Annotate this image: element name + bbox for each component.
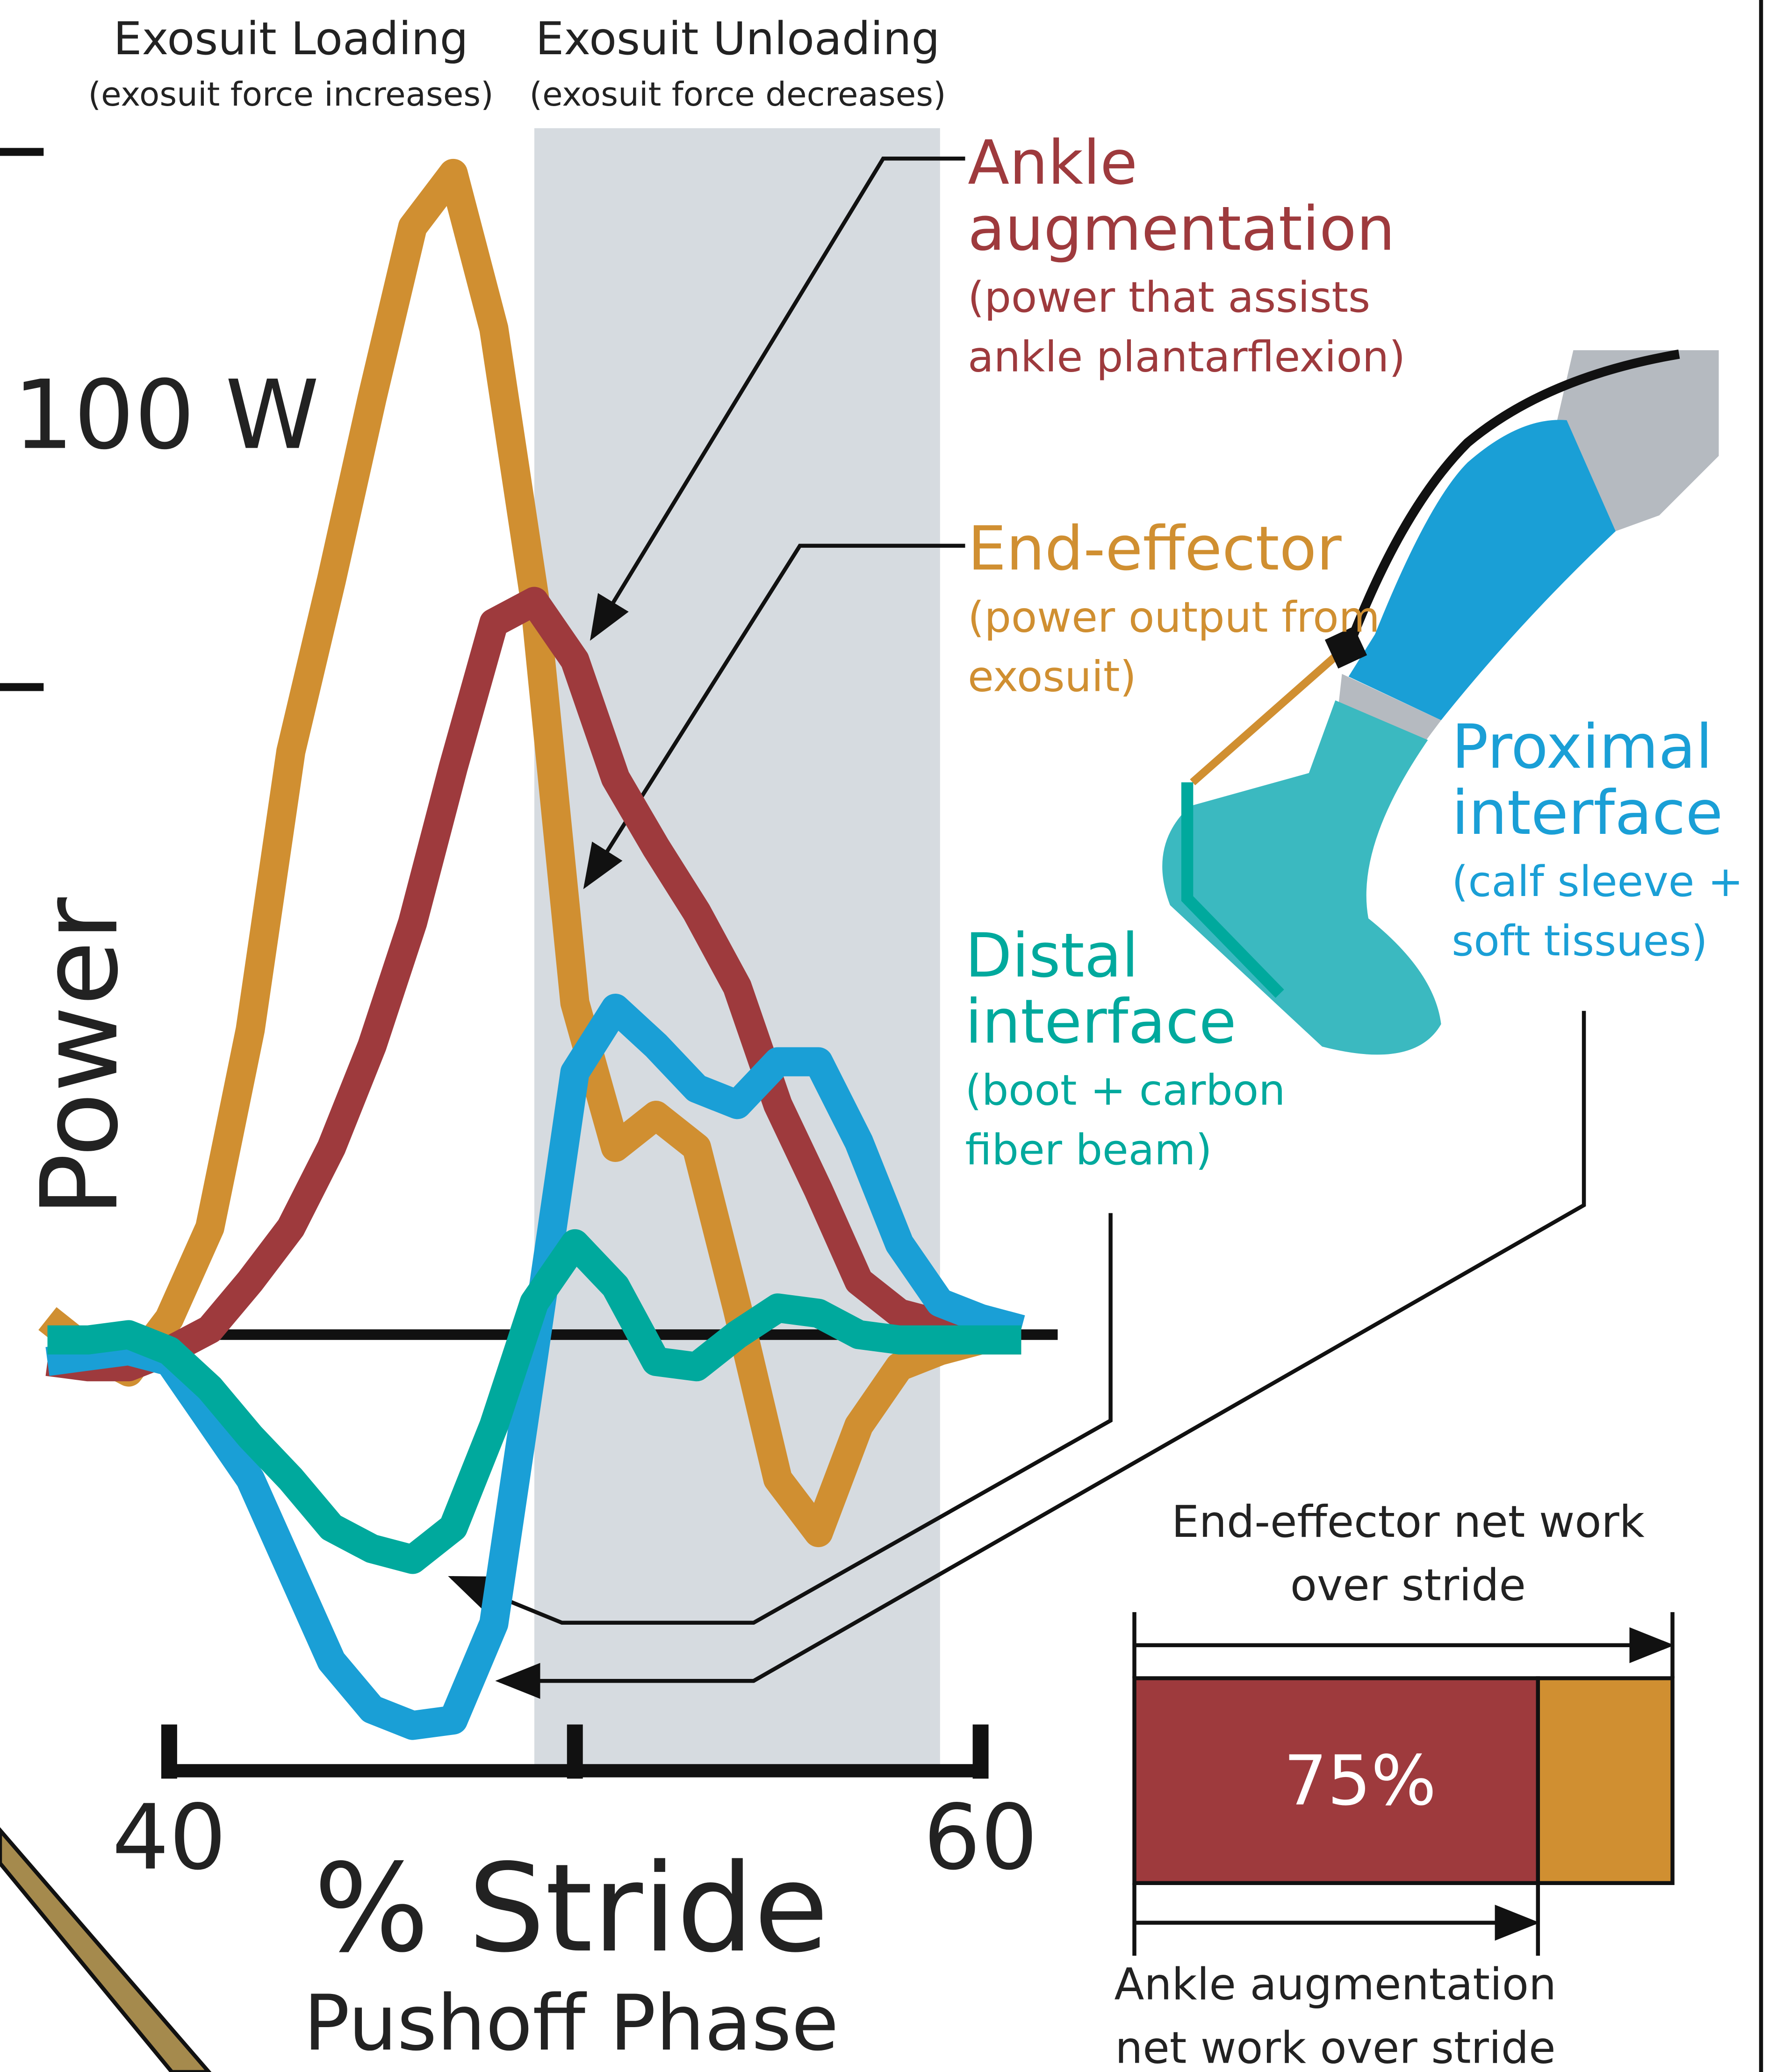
- x-axis-label: % Stride: [241, 1837, 902, 1982]
- legend-name: Distal interface: [965, 922, 1309, 1054]
- legend-description: (power output from exosuit): [968, 588, 1404, 707]
- phase-label: Exosuit Unloading: [473, 13, 1002, 66]
- background-layer: [534, 128, 940, 1771]
- legend-name: Proximal interface: [1452, 714, 1769, 846]
- legend-description: (power that assists ankle plantarflexion…: [968, 268, 1457, 387]
- bar-value-label: 75%: [1284, 1741, 1437, 1821]
- scale-bar-label: 100 W: [13, 356, 319, 475]
- phase-sublabel: (exosuit force decreases): [473, 74, 1002, 116]
- y-axis-label: Power: [19, 897, 142, 1217]
- legend-name: End-effector: [968, 516, 1404, 581]
- x-axis-sublabel: Pushoff Phase: [241, 1977, 902, 2069]
- x-tick-label: 60: [888, 1786, 1073, 1892]
- total-label: End-effector net work over stride: [1164, 1491, 1653, 1617]
- chart: Power 75%: [0, 0, 1769, 2072]
- x-tick-label: 40: [77, 1786, 262, 1892]
- figure: Power75% Exosuit Loading(exosuit force i…: [0, 0, 1769, 2072]
- unloading-region: [534, 128, 940, 1771]
- legend-name: Ankle augmentation: [968, 129, 1457, 262]
- part-label: Ankle augmentation net work over stride: [1084, 1953, 1587, 2072]
- bar-segment: [1538, 1678, 1673, 1883]
- legend-description: (boot + carbon fiber beam): [965, 1061, 1309, 1180]
- legend-description: (calf sleeve + soft tissues): [1452, 853, 1769, 971]
